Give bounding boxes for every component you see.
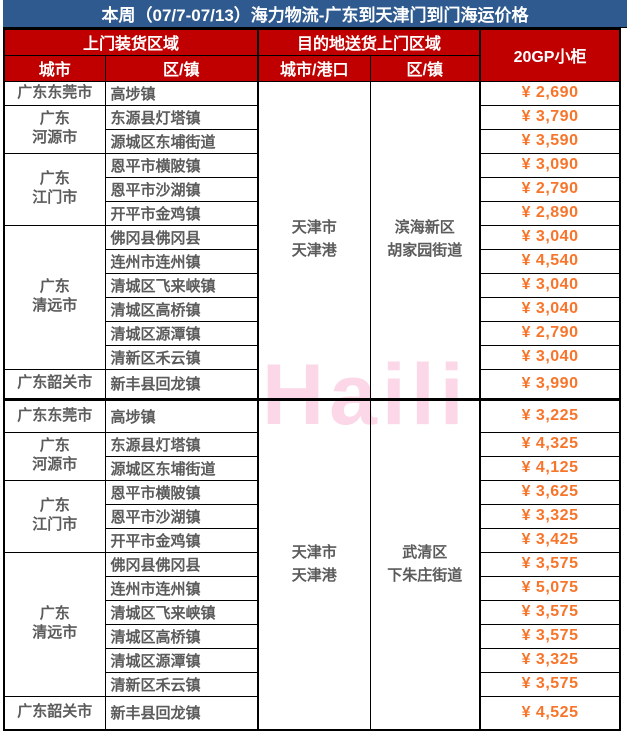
pickup-district-cell: 源城区东埔街道: [104, 455, 260, 481]
table-row: 清城区飞来峡镇 ¥ 3,040: [4, 272, 621, 298]
pickup-group-header: 上门装货区域: [3, 28, 260, 56]
table-row: 清新区禾云镇 ¥ 3,040: [4, 344, 621, 370]
price-cell: ¥ 3,040: [479, 344, 621, 370]
header-row-columns: 城市 区/镇 城市/港口 区/镇: [3, 54, 620, 82]
pickup-district-cell: 清城区高桥镇: [104, 623, 260, 649]
pickup-district-cell: 恩平市横陂镇: [104, 479, 260, 505]
price-cell: ¥ 4,525: [479, 695, 621, 731]
price-cell: ¥ 3,425: [479, 527, 621, 553]
pickup-district-cell: 东源县灯塔镇: [104, 431, 260, 457]
pickup-district-cell: 开平市金鸡镇: [104, 527, 260, 553]
pickup-district-cell: 清城区飞来峡镇: [104, 599, 260, 625]
price-cell: ¥ 3,325: [479, 647, 621, 673]
pickup-district-cell: 清新区禾云镇: [104, 344, 260, 370]
pickup-city-cell: 广东 河源市: [3, 431, 106, 481]
price-cell: ¥ 3,790: [479, 104, 621, 130]
price-cell: ¥ 5,075: [479, 575, 621, 601]
table-row: 清城区高桥镇 ¥ 3,575: [4, 623, 621, 649]
table-row: 清城区飞来峡镇 ¥ 3,575: [4, 599, 621, 625]
pickup-city-cell: 广东东莞市: [3, 397, 106, 433]
table-row: 恩平市沙湖镇 ¥ 3,325: [4, 503, 621, 529]
pickup-district-cell: 连州市连州镇: [104, 575, 260, 601]
price-cell: ¥ 3,575: [479, 551, 621, 577]
pickup-city-header: 城市: [3, 54, 106, 82]
table-row: 广东东莞市 高埗镇 天津市 天津港 滨海新区 胡家园街道 ¥ 2,690: [3, 80, 621, 400]
table-row: 恩平市沙湖镇 ¥ 2,790: [4, 176, 621, 202]
table-row: 连州市连州镇 ¥ 5,075: [4, 575, 621, 601]
pickup-district-cell: 新丰县回龙镇: [104, 695, 260, 731]
price-cell: ¥ 2,790: [479, 176, 621, 202]
delivery-group-header: 目的地送货上门区域: [257, 28, 482, 56]
table-row: 广东 河源市 东源县灯塔镇 ¥ 3,790: [3, 104, 621, 154]
pickup-district-cell: 佛冈县佛冈县: [104, 551, 260, 577]
delivery-city-header: 城市/港口: [257, 54, 371, 82]
pickup-city-cell: 广东 江门市: [3, 479, 106, 553]
page-title: 本周（07/7-07/13）海力物流-广东到天津门到门海运价格: [3, 0, 627, 28]
price-cell: ¥ 3,040: [479, 224, 621, 250]
table-row: 清城区高桥镇 ¥ 3,040: [4, 296, 621, 322]
price-cell: ¥ 3,590: [479, 128, 621, 154]
pickup-district-header: 区/镇: [104, 54, 260, 82]
delivery-district-header: 区/镇: [369, 54, 482, 82]
price-cell: ¥ 2,790: [479, 320, 621, 346]
pickup-district-cell: 开平市金鸡镇: [104, 200, 260, 226]
delivery-city-cell: 天津市 天津港: [257, 80, 371, 400]
price-cell: ¥ 2,890: [479, 200, 621, 226]
container-type-header: 20GP小柜: [479, 28, 621, 82]
freight-price-table: 上门装货区域 目的地送货上门区域 20GP小柜 城市 区/镇 城市/港口 区/镇…: [3, 28, 622, 731]
pickup-district-cell: 佛冈县佛冈县: [104, 224, 260, 250]
header-row-groups: 上门装货区域 目的地送货上门区域 20GP小柜: [3, 28, 621, 82]
pickup-district-cell: 恩平市沙湖镇: [104, 503, 260, 529]
pickup-district-cell: 清城区飞来峡镇: [104, 272, 260, 298]
pickup-district-cell: 新丰县回龙镇: [104, 368, 260, 400]
table-row: 开平市金鸡镇 ¥ 3,425: [4, 527, 621, 553]
delivery-city-cell: 天津市 天津港: [257, 397, 371, 731]
table-row: 广东韶关市 新丰县回龙镇 ¥ 3,990: [3, 368, 621, 400]
pickup-district-cell: 高埗镇: [104, 397, 260, 433]
table-row: 广东韶关市 新丰县回龙镇 ¥ 4,525: [3, 695, 621, 731]
pickup-city-cell: 广东韶关市: [3, 695, 106, 731]
pickup-district-cell: 清城区高桥镇: [104, 296, 260, 322]
pickup-district-cell: 恩平市沙湖镇: [104, 176, 260, 202]
price-cell: ¥ 4,325: [479, 431, 621, 457]
pickup-district-cell: 连州市连州镇: [104, 248, 260, 274]
table-row: 源城区东埔街道 ¥ 3,590: [4, 128, 621, 154]
pickup-city-cell: 广东 清远市: [3, 551, 106, 697]
price-cell: ¥ 3,225: [479, 397, 621, 433]
price-cell: ¥ 2,690: [479, 80, 621, 106]
pickup-district-cell: 高埗镇: [104, 80, 260, 106]
price-cell: ¥ 4,125: [479, 455, 621, 481]
table-row: 广东 江门市 恩平市横陂镇 ¥ 3,625: [3, 479, 621, 553]
delivery-district-cell: 武清区 下朱庄街道: [369, 397, 482, 731]
table-row: 广东 江门市 恩平市横陂镇 ¥ 3,090: [3, 152, 621, 226]
delivery-district-cell: 滨海新区 胡家园街道: [369, 80, 482, 400]
pickup-district-cell: 清新区禾云镇: [104, 671, 260, 697]
price-cell: ¥ 3,090: [479, 152, 621, 178]
pickup-city-cell: 广东韶关市: [3, 368, 106, 400]
price-cell: ¥ 3,325: [479, 503, 621, 529]
pickup-district-cell: 恩平市横陂镇: [104, 152, 260, 178]
table-row: 广东 清远市 佛冈县佛冈县 ¥ 3,040: [3, 224, 621, 370]
pickup-city-cell: 广东 清远市: [3, 224, 106, 370]
price-cell: ¥ 3,625: [479, 479, 621, 505]
price-cell: ¥ 3,040: [479, 272, 621, 298]
price-cell: ¥ 3,040: [479, 296, 621, 322]
price-cell: ¥ 3,575: [479, 623, 621, 649]
price-cell: ¥ 3,575: [479, 599, 621, 625]
price-cell: ¥ 4,540: [479, 248, 621, 274]
pickup-district-cell: 清城区源潭镇: [104, 647, 260, 673]
pickup-district-cell: 清城区源潭镇: [104, 320, 260, 346]
pickup-district-cell: 东源县灯塔镇: [104, 104, 260, 130]
price-cell: ¥ 3,990: [479, 368, 621, 400]
table-row: 广东东莞市 高埗镇 天津市 天津港 武清区 下朱庄街道 ¥ 3,225: [3, 397, 621, 731]
pickup-city-cell: 广东 江门市: [3, 152, 106, 226]
table-row: 广东 清远市 佛冈县佛冈县 ¥ 3,575: [3, 551, 621, 697]
price-cell: ¥ 3,575: [479, 671, 621, 697]
pickup-city-cell: 广东东莞市: [3, 80, 106, 106]
pickup-city-cell: 广东 河源市: [3, 104, 106, 154]
pickup-district-cell: 源城区东埔街道: [104, 128, 260, 154]
